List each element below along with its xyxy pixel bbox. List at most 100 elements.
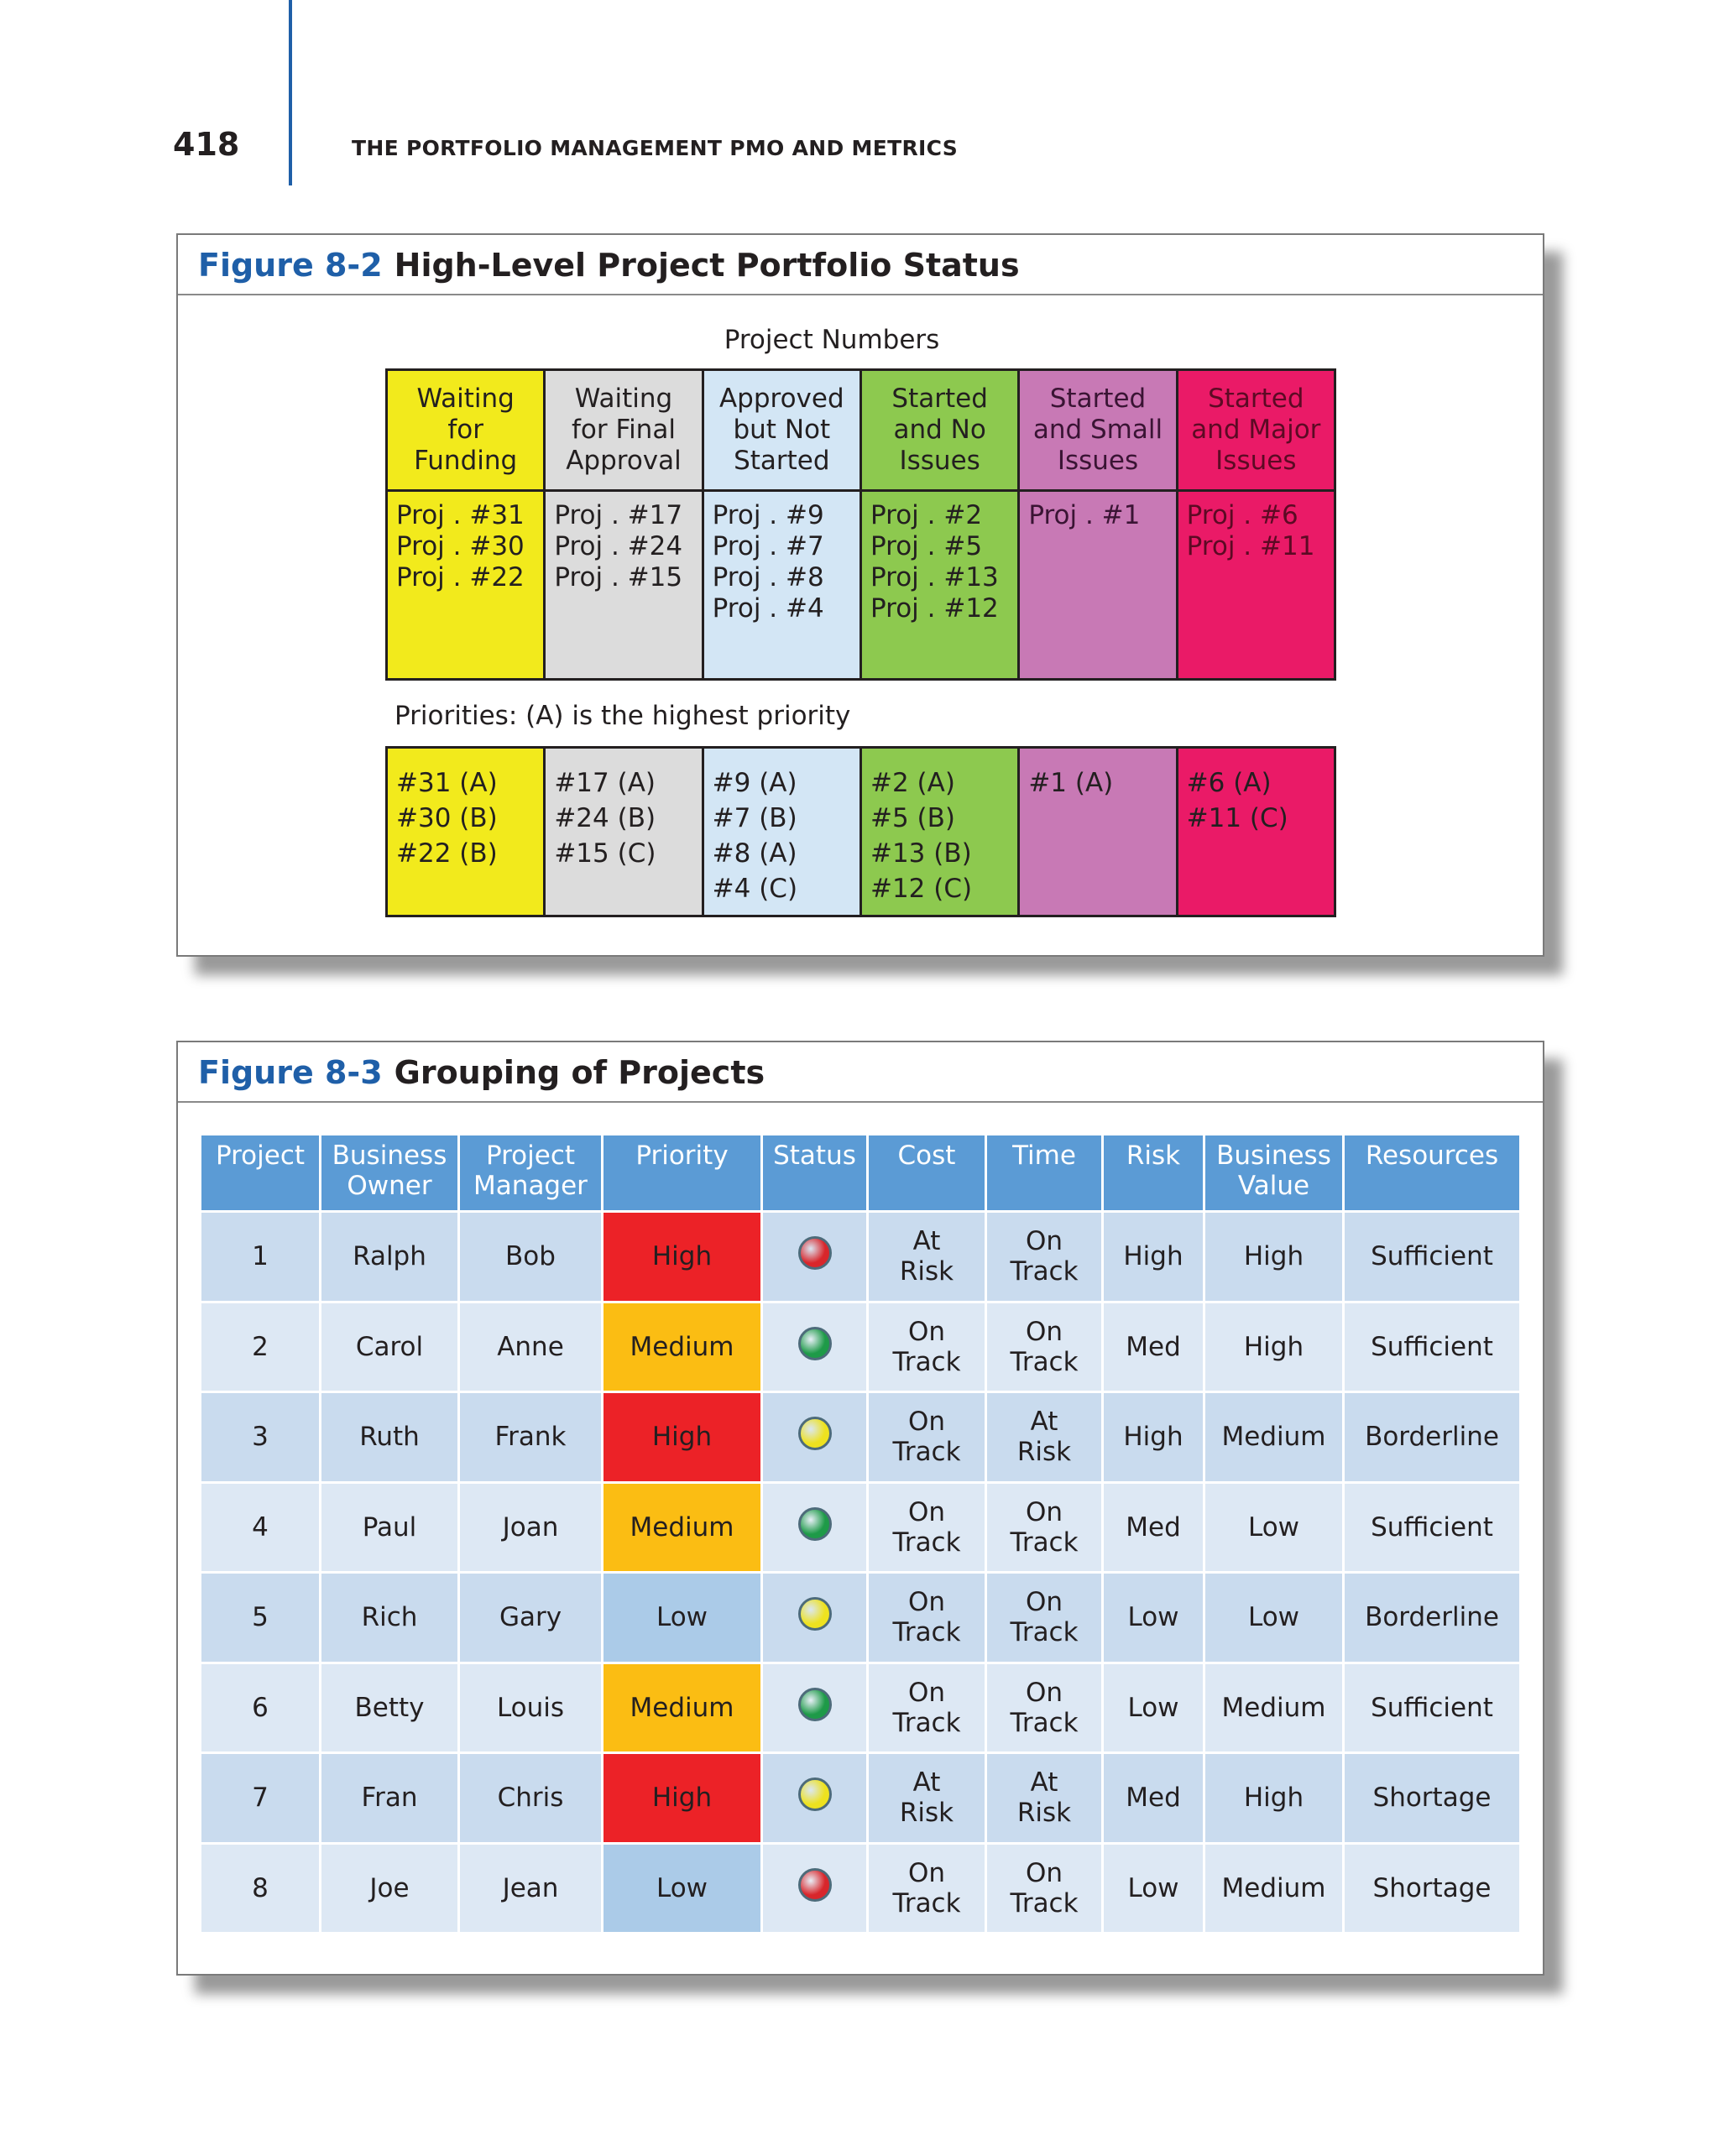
cell: On Track	[985, 1480, 1104, 1574]
column-header: Project	[199, 1133, 321, 1213]
column-header: Resources	[1342, 1133, 1522, 1213]
column-header: Cost	[866, 1133, 987, 1213]
cell: 1	[199, 1210, 321, 1303]
page-number: 418	[173, 126, 240, 163]
cell: Low	[1203, 1571, 1345, 1664]
cell: On Track	[985, 1571, 1104, 1664]
grouping-table: Project Business Owner Project Manager Prio…	[199, 1133, 1522, 1934]
figure-8-2: Figure 8-2 High-Level Project Portfolio S…	[176, 233, 1544, 957]
cell: At Risk	[866, 1210, 987, 1303]
cell: Shortage	[1342, 1751, 1522, 1845]
figure-label: Figure 8-3	[198, 1054, 383, 1091]
status-light	[797, 1597, 832, 1631]
cell: On Track	[866, 1480, 987, 1574]
cell: On Track	[985, 1300, 1104, 1393]
figure-title: Grouping of Projects	[394, 1054, 765, 1091]
cell: Ruth	[319, 1391, 460, 1484]
priority-list: #6 (A) #11 (C)	[1175, 746, 1337, 917]
status-cell	[760, 1391, 869, 1484]
priority-cell: Low	[601, 1571, 763, 1664]
status-light	[797, 1326, 832, 1360]
project-list: Proj . #1	[1017, 489, 1178, 681]
running-title: THE PORTFOLIO MANAGEMENT PMO AND METRICS	[352, 136, 959, 160]
cell: Chris	[457, 1751, 603, 1845]
column-header: Project Manager	[457, 1133, 603, 1213]
column-header: Risk	[1101, 1133, 1205, 1213]
cell: Fran	[319, 1751, 460, 1845]
data-row: 7 Fran Chris High At Risk At Risk Med High Short…	[199, 1751, 1522, 1845]
column-header: Waiting for Final Approval	[543, 368, 704, 492]
status-cell	[760, 1210, 869, 1303]
cell: Louis	[457, 1661, 603, 1754]
cell: Gary	[457, 1571, 603, 1664]
cell: Med	[1101, 1300, 1205, 1393]
cell: Sufficient	[1342, 1300, 1522, 1393]
cell: Low	[1203, 1480, 1345, 1574]
caption: Project Numbers	[724, 325, 940, 355]
cell: High	[1101, 1391, 1205, 1484]
figure-title-bar: Figure 8-3 Grouping of Projects	[178, 1042, 1543, 1103]
cell: Bob	[457, 1210, 603, 1303]
cell: Joan	[457, 1480, 603, 1574]
cell: Betty	[319, 1661, 460, 1754]
priority-cell: High	[601, 1751, 763, 1845]
figure-title-bar: Figure 8-2 High-Level Project Portfolio S…	[178, 235, 1543, 295]
data-row: 6 Betty Louis Medium On Track On Track Low Medi…	[199, 1661, 1522, 1754]
status-cell	[760, 1841, 869, 1934]
cell: 3	[199, 1391, 321, 1484]
status-cell	[760, 1480, 869, 1574]
data-row: 1 Ralph Bob High At Risk On Track High High Suff…	[199, 1210, 1522, 1303]
header-row: Waiting for Funding Waiting for Final App…	[384, 368, 1337, 492]
cell: Paul	[319, 1480, 460, 1574]
column-header: Started and Major Issues	[1175, 368, 1337, 492]
cell: On Track	[985, 1841, 1104, 1934]
cell: Low	[1101, 1571, 1205, 1664]
priority-cell: High	[601, 1391, 763, 1484]
project-list: Proj . #17 Proj . #24 Proj . #15	[543, 489, 704, 681]
status-cell	[760, 1661, 869, 1754]
priority-cell: Medium	[601, 1480, 763, 1574]
figure-label: Figure 8-2	[198, 247, 383, 284]
status-light	[797, 1687, 832, 1721]
column-header: Approved but Not Started	[701, 368, 862, 492]
cell: High	[1203, 1210, 1345, 1303]
cell: Medium	[1203, 1391, 1345, 1484]
priority-list: #1 (A)	[1017, 746, 1178, 917]
cell: Rich	[319, 1571, 460, 1664]
status-light	[797, 1506, 832, 1541]
priority-list: #17 (A) #24 (B) #15 (C)	[543, 746, 704, 917]
cell: Joe	[319, 1841, 460, 1934]
priority-row: #31 (A) #30 (B) #22 (B) #17 (A) #24 (B) #…	[384, 746, 1337, 917]
data-row: 3 Ruth Frank High On Track At Risk High Medium B…	[199, 1391, 1522, 1484]
figure-title: High-Level Project Portfolio Status	[394, 247, 1020, 284]
header-row: Project Business Owner Project Manager Prio…	[199, 1133, 1522, 1213]
priority-cell: Medium	[601, 1300, 763, 1393]
cell: On Track	[866, 1300, 987, 1393]
project-list: Proj . #31 Proj . #30 Proj . #22	[384, 489, 546, 681]
priority-list: #2 (A) #5 (B) #13 (B) #12 (C)	[859, 746, 1021, 917]
cell: Medium	[1203, 1841, 1345, 1934]
cell: Ralph	[319, 1210, 460, 1303]
priority-cell: Low	[601, 1841, 763, 1934]
cell: Carol	[319, 1300, 460, 1393]
cell: At Risk	[985, 1391, 1104, 1484]
cell: 6	[199, 1661, 321, 1754]
status-cell	[760, 1751, 869, 1845]
cell: 2	[199, 1300, 321, 1393]
cell: On Track	[866, 1571, 987, 1664]
cell: Borderline	[1342, 1391, 1522, 1484]
data-row: 4 Paul Joan Medium On Track On Track Med Low Suf…	[199, 1480, 1522, 1574]
cell: At Risk	[866, 1751, 987, 1845]
project-list: Proj . #6 Proj . #11	[1175, 489, 1337, 681]
project-row: Proj . #31 Proj . #30 Proj . #22 Proj . #…	[384, 489, 1337, 681]
status-light	[797, 1417, 832, 1451]
project-list: Proj . #9 Proj . #7 Proj . #8 Proj . #4	[701, 489, 862, 681]
cell: Med	[1101, 1480, 1205, 1574]
column-header: Started and No Issues	[859, 368, 1021, 492]
cell: On Track	[985, 1661, 1104, 1754]
cell: Anne	[457, 1300, 603, 1393]
cell: Sufficient	[1342, 1480, 1522, 1574]
column-header: Business Owner	[319, 1133, 460, 1213]
priority-cell: Medium	[601, 1661, 763, 1754]
